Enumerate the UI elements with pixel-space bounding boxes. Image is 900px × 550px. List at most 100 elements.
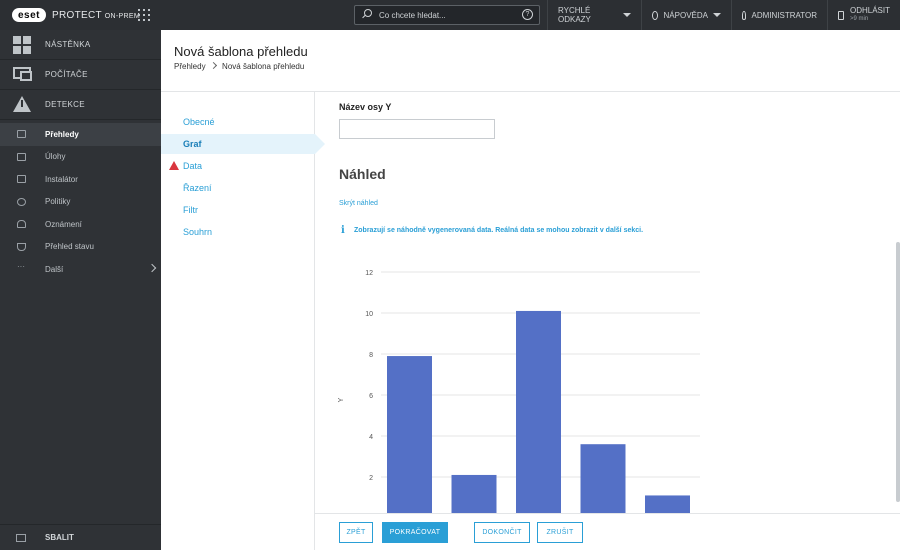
cancel-button[interactable]: ZRUŠIT — [537, 522, 583, 543]
sidebar-item-label: DETEKCE — [45, 100, 85, 109]
help-label: NÁPOVĚDA — [663, 10, 708, 20]
logout-button[interactable]: ODHLÁSIT >9 min — [827, 0, 900, 30]
sidebar-item-notifications[interactable]: Oznámení — [0, 213, 161, 236]
folder-icon — [17, 152, 26, 161]
chart-icon — [17, 130, 26, 139]
info-message: i Zobrazují se náhodně vygenerovaná data… — [341, 225, 643, 236]
product-name: PROTECT ON-PREM — [52, 10, 140, 21]
y-tick-label: 12 — [365, 270, 373, 277]
wizard-step-data[interactable]: Data — [161, 156, 315, 176]
logout-icon — [838, 10, 844, 20]
bar — [580, 444, 626, 513]
page-title: Nová šablona přehledu — [174, 44, 308, 59]
scrollbar[interactable] — [896, 242, 900, 502]
y-tick-label: 10 — [365, 311, 373, 318]
page-header: Nová šablona přehledu Přehledy Nová šabl… — [161, 30, 900, 92]
help-circle-icon — [652, 10, 658, 20]
collapse-label: SBALIT — [45, 533, 74, 542]
bar — [516, 310, 561, 513]
bar — [451, 474, 497, 513]
user-icon — [742, 10, 746, 20]
session-timer: >9 min — [849, 16, 869, 22]
continue-button[interactable]: POKRAČOVAT — [382, 522, 448, 543]
product-title: PROTECT — [52, 10, 102, 21]
collapse-icon — [16, 533, 26, 542]
search-box[interactable]: Co chcete hledat... ? — [354, 5, 540, 25]
wizard-step-general[interactable]: Obecné — [183, 117, 215, 127]
top-bar: eset PROTECT ON-PREM Co chcete hledat...… — [0, 0, 900, 30]
sidebar-item-label: NÁSTĚNKA — [45, 40, 91, 49]
y-axis-name-input[interactable] — [339, 119, 495, 139]
quick-links-label: RYCHLÉ ODKAZY — [558, 6, 591, 24]
wizard-step-label: Data — [183, 161, 203, 171]
wizard-step-sorting[interactable]: Řazení — [183, 183, 212, 193]
y-tick-label: 4 — [369, 434, 373, 441]
back-button[interactable]: ZPĚT — [339, 522, 373, 543]
sidebar-item-dashboard[interactable]: NÁSTĚNKA — [0, 30, 161, 60]
preview-title: Náhled — [339, 166, 386, 182]
sidebar-item-installers[interactable]: Instalátor — [0, 168, 161, 191]
sidebar-item-label: Další — [45, 264, 64, 274]
sidebar-item-label: Oznámení — [45, 219, 82, 229]
chevron-down-icon — [623, 13, 631, 17]
sidebar-item-label: Úlohy — [45, 152, 66, 162]
finish-button[interactable]: DOKONČIT — [474, 522, 530, 543]
apps-grid-icon[interactable] — [138, 9, 150, 21]
question-icon[interactable]: ? — [522, 9, 533, 20]
bar — [387, 356, 432, 513]
breadcrumb-link-reports[interactable]: Přehledy — [174, 62, 206, 71]
help-button[interactable]: NÁPOVĚDA — [641, 0, 731, 30]
wizard-footer: ZPĚT POKRAČOVAT DOKONČIT ZRUŠIT — [315, 513, 900, 550]
search-input[interactable]: Co chcete hledat... — [379, 10, 446, 20]
search-icon — [361, 9, 373, 21]
sidebar-item-label: Instalátor — [45, 174, 78, 184]
info-text: Zobrazují se náhodně vygenerovaná data. … — [354, 227, 644, 234]
sidebar-item-policies[interactable]: Politiky — [0, 191, 161, 214]
dashboard-icon — [13, 35, 31, 54]
sidebar-item-status-overview[interactable]: Přehled stavu — [0, 236, 161, 259]
user-label: ADMINISTRATOR — [751, 10, 817, 20]
sidebar-item-computers[interactable]: POČÍTAČE — [0, 60, 161, 90]
y-tick-label: 6 — [369, 393, 373, 400]
eset-logo[interactable]: eset — [12, 8, 46, 22]
gear-icon — [17, 197, 26, 206]
collapse-sidebar-button[interactable]: SBALIT — [0, 524, 161, 550]
logout-label: ODHLÁSIT — [849, 6, 890, 15]
breadcrumb: Přehledy Nová šablona přehledu — [174, 61, 305, 71]
sidebar-item-reports[interactable]: Přehledy — [0, 123, 161, 146]
product-suffix: ON-PREM — [104, 13, 140, 20]
wizard-step-chart[interactable]: Graf — [161, 134, 325, 154]
breadcrumb-current: Nová šablona přehledu — [222, 62, 305, 71]
more-icon: ··· — [17, 262, 25, 272]
wizard-step-label: Graf — [183, 139, 202, 149]
sidebar-item-label: Přehled stavu — [45, 242, 94, 252]
y-tick-label: 2 — [369, 475, 373, 482]
quick-links-button[interactable]: RYCHLÉ ODKAZY — [547, 0, 641, 30]
warning-icon — [169, 161, 179, 170]
y-axis-name-label: Název osy Y — [339, 102, 392, 112]
sidebar-item-label: Přehledy — [45, 129, 79, 139]
sidebar-item-tasks[interactable]: Úlohy — [0, 146, 161, 169]
printer-icon — [17, 175, 26, 184]
y-axis-label: Y — [338, 397, 345, 402]
sidebar-item-label: POČÍTAČE — [45, 70, 88, 79]
chevron-right-icon — [147, 263, 157, 273]
sidebar-item-more[interactable]: ··· Další — [0, 258, 161, 281]
preview-chart: 2 4 6 8 10 12 Y — [338, 270, 700, 513]
chevron-right-icon — [209, 61, 217, 70]
hide-preview-link[interactable]: Skrýt náhled — [339, 200, 378, 207]
user-button[interactable]: ADMINISTRATOR — [731, 0, 827, 30]
y-tick-label: 8 — [369, 352, 373, 359]
main-content: Název osy Y Náhled Skrýt náhled i Zobraz… — [315, 92, 900, 513]
chevron-down-icon — [713, 13, 721, 17]
wizard-nav: Obecné Graf Data Řazení Filtr Souhrn — [161, 92, 325, 550]
bell-icon — [17, 220, 26, 229]
wizard-step-summary[interactable]: Souhrn — [183, 227, 213, 237]
funnel-icon — [17, 242, 26, 251]
sidebar-item-detections[interactable]: DETEKCE — [0, 90, 161, 120]
wizard-step-filter[interactable]: Filtr — [183, 205, 198, 215]
sidebar-item-label: Politiky — [45, 197, 71, 207]
sidebar: NÁSTĚNKA POČÍTAČE DETEKCE Přehledy Úlohy… — [0, 30, 161, 550]
bar — [645, 495, 690, 513]
info-icon: i — [341, 225, 345, 236]
